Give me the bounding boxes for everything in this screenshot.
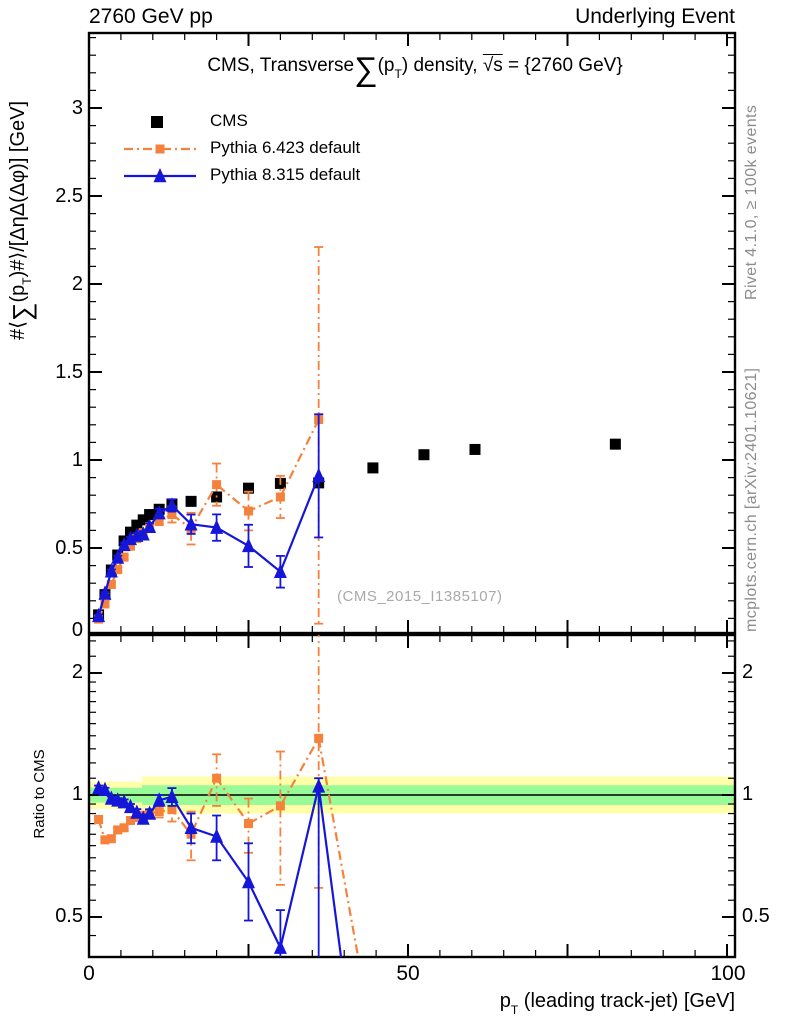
legend-item-pythia6: Pythia 6.423 default <box>210 138 361 157</box>
sqrt-s-symbol: √s <box>482 55 503 76</box>
ratio-ytick-0p5-left: 0.5 <box>55 905 83 927</box>
beam-energy-label: 2760 GeV pp <box>89 5 213 28</box>
ylab-sub: T <box>20 277 34 285</box>
x-axis-label-sub: T <box>510 1003 519 1017</box>
main-ytick-0p5: 0.5 <box>55 537 83 559</box>
analysis-type-label: Underlying Event <box>575 5 735 28</box>
xtick-50: 50 <box>396 962 420 985</box>
main-ytick-0: 0 <box>71 619 83 641</box>
main-ytick-1: 1 <box>71 449 83 471</box>
ratio-panel-series <box>92 635 360 957</box>
mcplots-arxiv-note: mcplots.cern.ch [arXiv:2401.10621] <box>743 367 760 632</box>
ylab-sum-symbol: ∑ <box>7 302 37 322</box>
ylab-p: (p <box>7 284 29 303</box>
title-pt-sub: T <box>394 67 402 81</box>
ratio-ytick-0p5-right: 0.5 <box>742 905 770 927</box>
plot-title: CMS, Transverse∑(pT) density, √s = {2760… <box>130 50 700 87</box>
ratio-ytick-2-left: 2 <box>71 661 83 683</box>
title-post2: = {2760 GeV} <box>502 55 623 76</box>
main-y-axis-label: #⟨∑(pT)#⟩/[ΔηΔ(Δφ)] [GeV] <box>7 20 37 340</box>
x-axis-label-post: (leading track-jet) [GeV] <box>518 990 735 1012</box>
main-panel-frame <box>87 31 737 635</box>
xtick-100: 100 <box>710 962 746 985</box>
title-pre: CMS, Transverse <box>207 55 355 76</box>
title-post1: ) density, <box>401 55 483 76</box>
legend-item-cms: CMS <box>210 111 248 130</box>
ratio-ytick-2-right: 2 <box>742 661 754 683</box>
ratio-ytick-1-right: 1 <box>742 783 754 805</box>
ylab-pre: #⟨ <box>7 321 29 340</box>
main-ytick-3: 3 <box>71 97 83 119</box>
main-ytick-2p5: 2.5 <box>55 185 83 207</box>
x-axis-label-p: p <box>499 990 511 1012</box>
main-ytick-2: 2 <box>71 273 83 295</box>
ratio-y-axis-label: Ratio to CMS <box>31 749 48 839</box>
sum-symbol: ∑ <box>354 50 378 87</box>
legend-markers <box>124 116 196 183</box>
ylab-post: )#⟩/[ΔηΔ(Δφ)] [GeV] <box>7 100 29 278</box>
legend-item-pythia8: Pythia 8.315 default <box>210 165 361 184</box>
xtick-0: 0 <box>83 962 95 985</box>
x-axis-label: pT (leading track-jet) [GeV] <box>390 991 735 1017</box>
ratio-ytick-1-left: 1 <box>71 783 83 805</box>
title-pt: (p <box>377 55 395 76</box>
rivet-version-note: Rivet 4.1.0, ≥ 100k events <box>743 104 760 300</box>
main-ytick-1p5: 1.5 <box>55 361 83 383</box>
main-panel-series <box>92 246 621 625</box>
analysis-id-watermark: (CMS_2015_I1385107) <box>337 588 503 605</box>
